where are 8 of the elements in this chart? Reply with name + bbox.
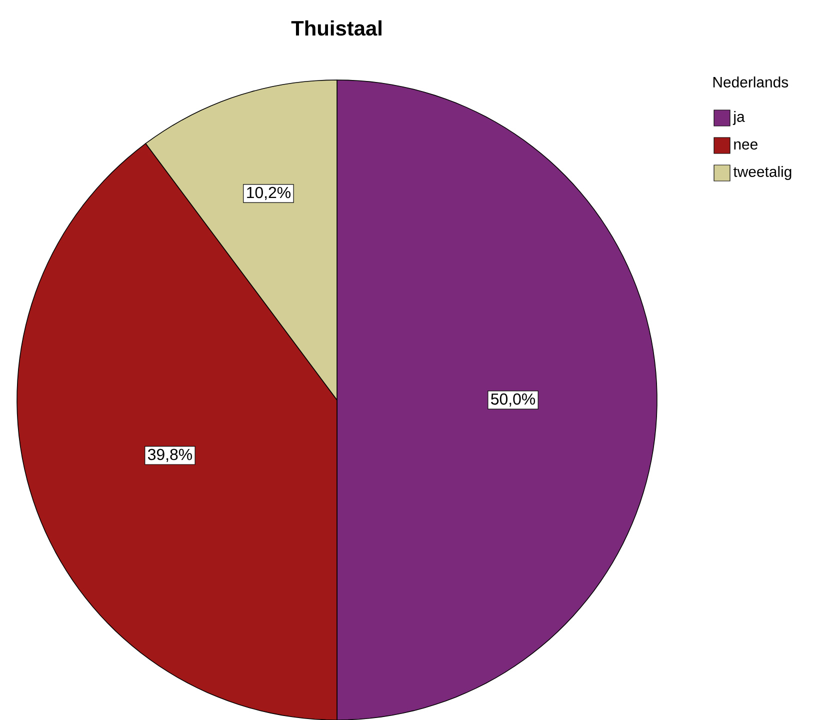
- legend-label: tweetalig: [733, 166, 792, 180]
- data-label: 50,0%: [491, 393, 536, 407]
- data-label: 10,2%: [247, 186, 290, 200]
- legend-title: Nederlands: [713, 76, 788, 88]
- legend-label: ja: [732, 111, 745, 125]
- chart-title: Thuistaal: [291, 20, 382, 36]
- legend-label: nee: [734, 141, 758, 150]
- data-label: 39,8%: [148, 448, 192, 462]
